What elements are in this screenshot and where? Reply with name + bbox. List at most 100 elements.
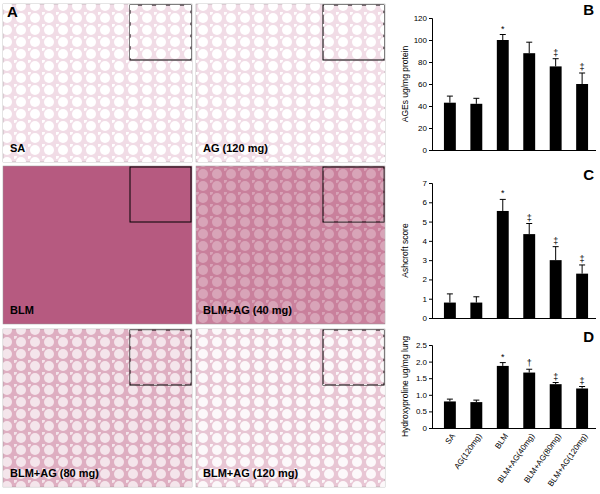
y-axis: 0 1 2 3 4 5 6 7 [423, 179, 433, 323]
error-bar [526, 369, 532, 372]
y-tick: 0 [423, 146, 432, 155]
error-cap [579, 386, 585, 387]
y-tick-label: 4 [423, 237, 428, 246]
y-tick: 2 [423, 275, 432, 284]
bar [497, 366, 509, 428]
error-stem [476, 98, 477, 104]
error-bar [473, 98, 479, 104]
error-cap [553, 246, 559, 247]
y-tick-mark [429, 150, 432, 151]
y-tick: 3 [423, 256, 432, 265]
y-tick-label: 7 [423, 179, 428, 188]
bar [444, 401, 456, 428]
bar [497, 211, 509, 318]
y-tick-mark [429, 411, 432, 412]
y-tick: 1 [423, 295, 432, 304]
x-tick-label: BLM+AG(120mg) [546, 432, 589, 489]
y-tick: 20 [418, 124, 432, 133]
y-tick-label: 5 [423, 218, 428, 227]
error-cap [473, 400, 479, 401]
y-tick-label: 40 [418, 102, 427, 111]
y-axis-title: Hydroxyproline ug/mg lung [400, 336, 410, 437]
y-tick-mark [429, 62, 432, 63]
y-tick: 60 [418, 80, 432, 89]
y-tick-mark [429, 318, 432, 319]
x-tick: BLM [493, 428, 510, 451]
error-cap [526, 223, 532, 224]
y-tick-mark [429, 260, 432, 261]
y-tick-label: 3 [423, 256, 428, 265]
bar [576, 274, 588, 318]
bar [550, 384, 562, 428]
error-cap [473, 296, 479, 297]
inset-texture [323, 167, 384, 222]
y-tick-mark [429, 84, 432, 85]
error-stem [529, 224, 530, 235]
bar-chart: *‡‡‡01234567Ashcroft scoreC [400, 166, 596, 323]
bar [550, 66, 562, 150]
x-axis-line [432, 150, 596, 151]
y-axis-title: AGEs ug/mg protein [400, 45, 410, 122]
error-stem [502, 35, 503, 41]
x-axis-line [432, 318, 596, 319]
x-tick-label: BLM [493, 432, 510, 451]
bar [497, 40, 509, 150]
bar [444, 103, 456, 150]
image-label: SA [10, 142, 25, 154]
x-axis: SAAG(120mg)BLMBLM+AG(40mg)BLM+AG(80mg)BL… [432, 428, 596, 488]
x-axis [432, 318, 596, 320]
error-bar [447, 294, 453, 303]
y-axis-line [429, 346, 433, 429]
image-label: BLM [10, 304, 34, 316]
panel-letter: D [583, 328, 594, 345]
inset-texture [130, 5, 191, 60]
y-tick-label: 0 [423, 314, 428, 323]
y-tick-label: 1.5 [416, 374, 428, 383]
y-tick-mark [429, 428, 432, 429]
inset-texture [130, 330, 191, 385]
error-cap [526, 42, 532, 43]
image-texture [3, 4, 192, 162]
bar [523, 234, 535, 318]
y-tick: 100 [414, 36, 432, 45]
bar-chart: *†‡‡00.51.01.52.02.5SAAG(120mg)BLMBLM+AG… [400, 328, 596, 488]
image-texture [196, 166, 385, 324]
y-tick-mark [429, 362, 432, 363]
y-tick: 0 [423, 424, 432, 433]
image-background [196, 166, 385, 324]
inset [323, 5, 384, 60]
y-tick-label: 80 [418, 58, 427, 67]
error-cap [473, 98, 479, 99]
y-tick: 7 [423, 179, 432, 188]
panel-letter: C [583, 166, 594, 183]
error-stem [582, 73, 583, 84]
y-tick-label: 120 [414, 14, 428, 23]
image-background [196, 329, 385, 487]
y-axis: 00.51.01.52.02.5 [416, 341, 433, 433]
x-tick: BLM+AG(120mg) [546, 428, 589, 488]
bar-chart: *‡‡020406080100120AGEs ug/mg proteinB [400, 1, 596, 155]
y-tick-mark [429, 395, 432, 396]
inset [130, 167, 191, 222]
y-tick-mark [429, 183, 432, 184]
error-cap [447, 293, 453, 294]
bar [523, 53, 535, 150]
micrograph: BLM+AG (40 mg) [196, 166, 385, 324]
significance-marker: * [501, 188, 505, 198]
y-tick-label: 100 [414, 36, 428, 45]
error-stem [555, 247, 556, 261]
error-stem [582, 265, 583, 274]
y-tick: 2.5 [416, 341, 432, 350]
significance-marker: ‡ [527, 213, 532, 223]
y-tick-label: 6 [423, 198, 428, 207]
y-tick: 80 [418, 58, 432, 67]
y-tick: 0 [423, 314, 432, 323]
panel-letter: A [7, 3, 18, 20]
error-cap [447, 399, 453, 400]
significance-marker: ‡ [580, 376, 585, 386]
error-bar [553, 247, 559, 261]
y-tick-mark [429, 40, 432, 41]
significance-marker: * [501, 352, 505, 362]
bar [470, 303, 482, 318]
error-bar [579, 73, 585, 84]
